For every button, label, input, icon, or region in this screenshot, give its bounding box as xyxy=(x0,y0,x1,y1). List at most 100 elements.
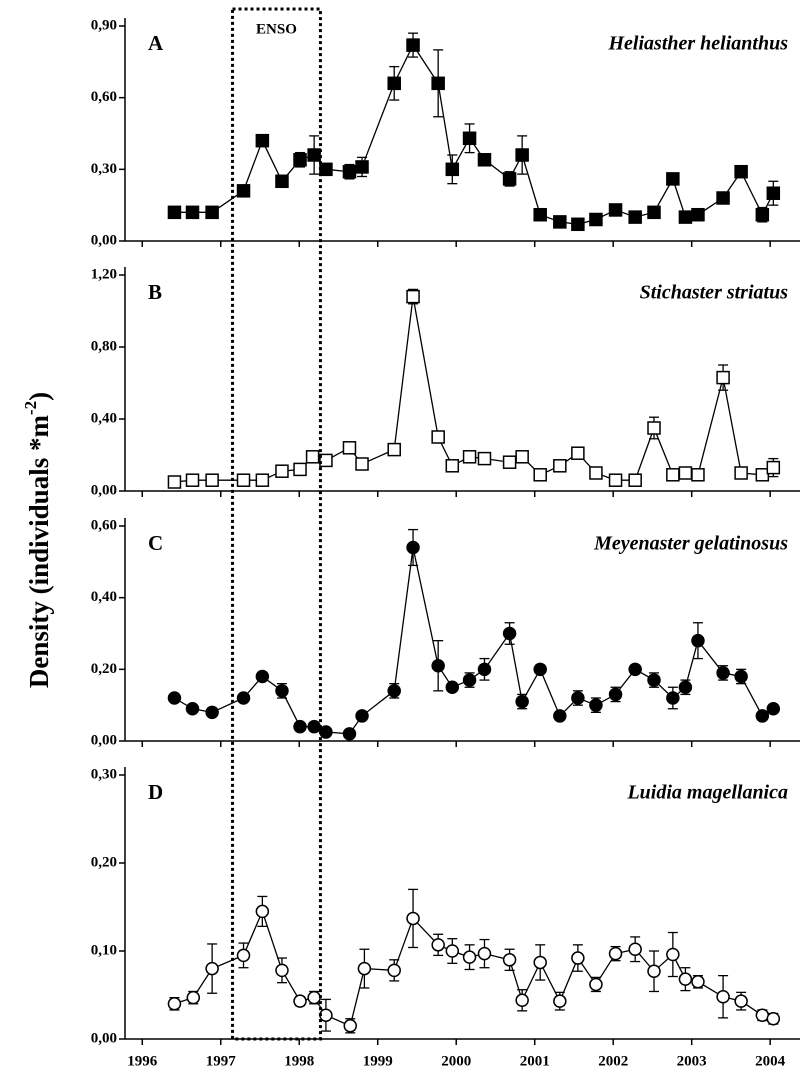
marker xyxy=(571,446,585,460)
marker xyxy=(678,680,693,694)
data-line xyxy=(174,909,774,1027)
marker xyxy=(406,289,420,304)
y-tick-label: 1,20 xyxy=(91,266,117,282)
marker xyxy=(319,453,333,468)
marker xyxy=(678,972,693,986)
marker xyxy=(533,662,547,677)
marker xyxy=(716,990,730,1004)
marker xyxy=(647,205,661,220)
marker xyxy=(628,210,642,224)
marker xyxy=(716,370,730,385)
y-axis-label: Density (individuals *m-2) xyxy=(21,392,54,688)
marker xyxy=(431,76,445,91)
marker xyxy=(502,455,517,469)
marker xyxy=(628,942,642,956)
panel-title: Heliasther helianthus xyxy=(608,33,789,55)
marker xyxy=(205,705,219,720)
marker xyxy=(553,215,567,229)
marker xyxy=(431,659,445,673)
marker xyxy=(755,709,770,723)
marker xyxy=(205,205,219,220)
marker xyxy=(608,473,623,487)
marker xyxy=(462,673,477,687)
marker xyxy=(355,160,369,174)
y-tick-label: 0,10 xyxy=(91,942,117,958)
marker xyxy=(553,709,567,723)
marker xyxy=(533,468,547,482)
marker xyxy=(691,468,705,482)
marker xyxy=(236,473,251,487)
marker xyxy=(502,172,517,186)
marker xyxy=(431,430,445,444)
marker xyxy=(608,203,623,217)
marker xyxy=(533,955,547,970)
marker xyxy=(734,466,748,480)
marker xyxy=(387,963,401,978)
marker xyxy=(387,684,401,698)
marker xyxy=(666,468,680,482)
panel-letter: B xyxy=(148,280,162,304)
x-tick-label: 1996 xyxy=(127,1053,158,1069)
marker xyxy=(571,691,585,705)
marker xyxy=(293,462,307,477)
panel-title: Stichaster striatus xyxy=(640,282,789,304)
marker xyxy=(167,205,182,220)
panel-title: Meyenaster gelatinosus xyxy=(593,533,788,555)
marker xyxy=(734,994,748,1008)
marker xyxy=(406,911,420,926)
marker xyxy=(766,702,781,716)
marker xyxy=(255,473,270,487)
x-tick-label: 1997 xyxy=(206,1053,237,1069)
x-tick-label: 2001 xyxy=(520,1053,550,1069)
marker xyxy=(406,38,420,52)
marker xyxy=(571,951,585,965)
panel-title: Luidia magellanica xyxy=(626,782,788,804)
marker xyxy=(647,421,661,435)
panel-letter: C xyxy=(148,531,163,555)
marker xyxy=(387,442,401,457)
marker xyxy=(502,626,517,641)
marker xyxy=(691,207,705,222)
marker xyxy=(255,133,270,148)
y-label-text: Density (individuals *m xyxy=(24,415,54,689)
marker xyxy=(167,691,182,705)
enso-label: ENSO xyxy=(256,21,297,37)
marker xyxy=(553,459,567,473)
panel-letter: A xyxy=(148,31,164,55)
marker xyxy=(766,460,781,475)
marker xyxy=(755,1008,770,1022)
marker xyxy=(716,666,730,680)
marker xyxy=(678,210,693,224)
marker xyxy=(355,457,369,471)
marker xyxy=(293,153,307,167)
y-tick-label: 0,00 xyxy=(91,232,117,248)
marker xyxy=(716,191,730,205)
marker xyxy=(647,964,661,978)
marker xyxy=(477,451,492,466)
marker xyxy=(608,946,623,961)
marker xyxy=(236,691,251,705)
marker xyxy=(755,207,770,222)
marker xyxy=(628,662,642,677)
marker xyxy=(477,946,492,961)
x-tick-label: 2000 xyxy=(441,1053,471,1069)
enso-box xyxy=(231,7,322,1041)
marker xyxy=(502,953,517,967)
marker xyxy=(589,212,603,227)
x-tick-label: 2004 xyxy=(755,1053,786,1069)
marker xyxy=(236,948,251,963)
y-tick-label: 0,80 xyxy=(91,338,117,354)
y-tick-label: 0,20 xyxy=(91,661,117,677)
y-tick-label: 0,30 xyxy=(91,161,117,177)
marker xyxy=(185,702,200,716)
marker xyxy=(357,961,372,976)
marker xyxy=(167,475,182,489)
x-tick-label: 1998 xyxy=(284,1053,314,1069)
marker xyxy=(236,184,251,198)
y-tick-label: 0,60 xyxy=(91,89,117,105)
marker xyxy=(734,669,748,684)
y-tick-label: 0,00 xyxy=(91,482,117,498)
marker xyxy=(691,633,705,648)
marker xyxy=(678,466,693,480)
data-line xyxy=(174,547,774,735)
